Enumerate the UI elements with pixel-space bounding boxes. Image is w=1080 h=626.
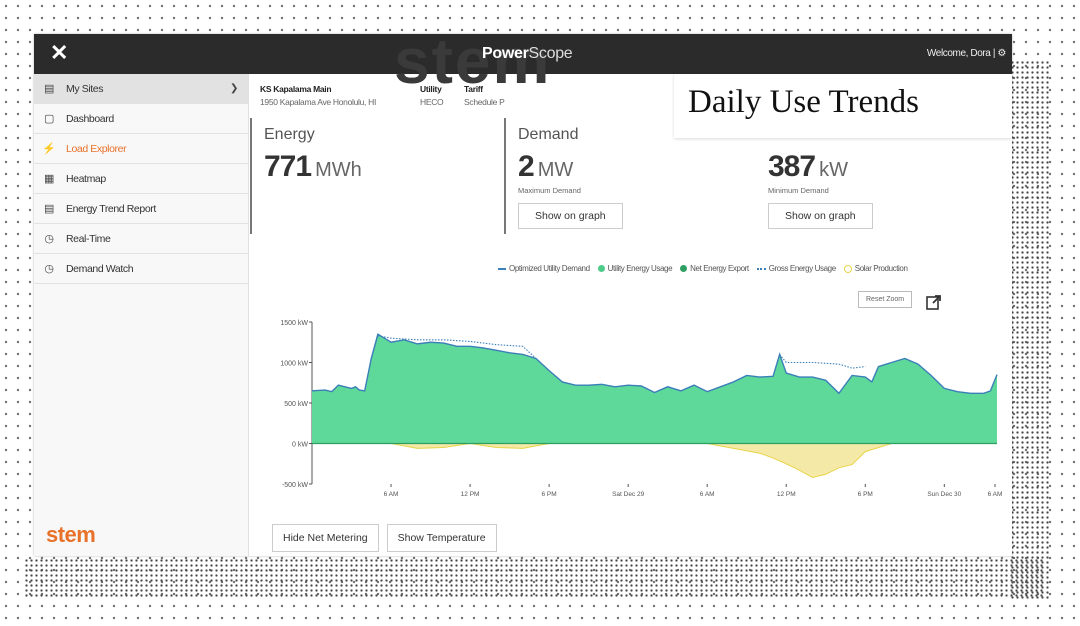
y-tick-label: -500 kW: [282, 482, 308, 489]
brand-watermark: stem: [394, 34, 552, 97]
utility-usage-area: [312, 334, 997, 444]
min-demand-value: 387 kW: [768, 150, 848, 183]
divider: [250, 118, 252, 234]
chevron-down-icon[interactable]: ❯: [230, 83, 238, 94]
sidebar-item-heatmap[interactable]: ▦ Heatmap: [34, 164, 248, 194]
show-min-demand-button[interactable]: Show on graph: [768, 203, 873, 229]
y-tick-label: 1500 kW: [280, 320, 308, 327]
sidebar-item-label: Energy Trend Report: [66, 202, 156, 215]
dot-swatch-icon: [680, 265, 688, 272]
welcome-user[interactable]: Welcome, Dora | ⚙: [926, 48, 1006, 59]
solar-production-area: [707, 443, 892, 479]
energy-label: Energy: [264, 126, 315, 143]
dotted-frame-bottom: [24, 558, 1044, 598]
gross-usage-line: [779, 354, 866, 369]
max-demand-caption: Maximum Demand: [518, 186, 581, 195]
y-tick-label: 500 kW: [284, 401, 308, 408]
heatmap-icon: ▦: [44, 173, 54, 185]
sidebar-item-label: Demand Watch: [66, 262, 134, 275]
legend-item[interactable]: Optimized Utility Demand: [498, 264, 590, 273]
dashboard-icon: ▢: [44, 113, 54, 125]
utility-column: Utility HECO: [420, 84, 444, 107]
site-name-column: KS Kapalama Main 1950 Kapalama Ave Honol…: [260, 84, 376, 107]
ring-swatch-icon: [843, 264, 852, 273]
demand-stat: Demand 2 MW Maximum Demand Show on graph: [506, 118, 756, 234]
solar-production-area: [390, 442, 550, 449]
x-tick-label: 6 PM: [542, 491, 557, 498]
report-icon: ▤: [44, 203, 54, 215]
main-content: KS Kapalama Main 1950 Kapalama Ave Honol…: [250, 74, 1012, 556]
sidebar-item-real-time[interactable]: ◷ Real-Time: [34, 224, 248, 254]
hide-net-metering-button[interactable]: Hide Net Metering: [272, 524, 379, 552]
show-temperature-button[interactable]: Show Temperature: [386, 524, 497, 552]
sidebar-item-demand-watch[interactable]: ◷ Demand Watch: [34, 254, 248, 284]
sidebar-item-label: Load Explorer: [66, 142, 127, 155]
legend-item[interactable]: Solar Production: [843, 264, 908, 273]
sidebar-item-dashboard[interactable]: ▢ Dashboard: [34, 104, 248, 134]
sidebar-item-energy-trend-report[interactable]: ▤ Energy Trend Report: [34, 194, 248, 224]
x-tick-label: 6 AM: [384, 491, 399, 498]
x-tick-label: 12 PM: [777, 491, 796, 498]
export-icon[interactable]: [926, 294, 942, 310]
y-tick-label: 0 kW: [292, 442, 308, 449]
show-max-demand-button[interactable]: Show on graph: [518, 203, 623, 229]
line-swatch-icon: [498, 267, 506, 270]
energy-stat: Energy 771 MWh: [252, 118, 502, 234]
site-name[interactable]: KS Kapalama Main: [260, 84, 332, 94]
tariff-value: Schedule P: [464, 97, 505, 107]
load-chart[interactable]: 1500 kW 1000 kW 500 kW 0 kW -500 kW 6 AM 12 PM…: [250, 310, 1012, 524]
stats-panel: Energy 771 MWh Demand 2 MW Maximum Demand …: [250, 118, 1012, 244]
x-tick-label: 6 PM: [858, 491, 873, 498]
x-tick-label: Sun Dec 30: [927, 491, 961, 498]
sidebar-item-label: Heatmap: [66, 172, 106, 185]
sidebar-item-label: Real-Time: [66, 232, 111, 245]
sidebar-item-label: My Sites: [66, 82, 104, 95]
sidebar: ▤ My Sites ❯ ▢ Dashboard ⚡ Load Explorer…: [34, 74, 249, 556]
max-demand-value: 2 MW: [518, 150, 574, 183]
tariff-header: Tariff: [464, 84, 483, 94]
stem-logo: stem: [46, 522, 96, 547]
gear-icon[interactable]: ⚙: [997, 48, 1006, 59]
dotted-swatch-icon: [756, 267, 766, 270]
min-demand-caption: Minimum Demand: [768, 186, 829, 195]
y-tick-label: 1000 kW: [280, 361, 308, 368]
x-tick-label: Sat Dec 29: [612, 491, 645, 498]
dot-swatch-icon: [597, 265, 605, 272]
overlay-title: Daily Use Trends: [674, 74, 1012, 138]
sites-icon: ▤: [44, 83, 54, 95]
demand-label: Demand: [518, 126, 579, 143]
legend-item[interactable]: Net Energy Export: [680, 264, 749, 273]
energy-value: 771 MWh: [264, 150, 362, 183]
site-address: 1950 Kapalama Ave Honolulu, HI: [260, 97, 377, 107]
utility-header: Utility: [420, 84, 442, 94]
sidebar-item-label: Dashboard: [66, 112, 114, 125]
x-tick-label: 12 PM: [461, 491, 480, 498]
tariff-column: Tariff Schedule P: [464, 84, 505, 107]
close-icon[interactable]: ✕: [50, 40, 69, 65]
gross-usage-line: [370, 335, 537, 359]
sidebar-item-load-explorer[interactable]: ⚡ Load Explorer: [34, 134, 248, 164]
app-window: ✕ stem PowerScope Welcome, Dora | ⚙ ▤ My…: [34, 34, 1012, 556]
x-tick-label: 6 AM: [988, 491, 1003, 498]
optimized-demand-line: [311, 333, 998, 395]
app-title: PowerScope: [482, 45, 573, 62]
reset-zoom-button[interactable]: Reset Zoom: [858, 291, 913, 308]
dotted-frame-right: [1010, 60, 1050, 600]
sidebar-item-my-sites[interactable]: ▤ My Sites ❯: [34, 74, 248, 104]
divider: [504, 118, 506, 234]
top-bar: ✕ stem PowerScope Welcome, Dora | ⚙: [34, 34, 1012, 97]
x-tick-label: 6 AM: [700, 491, 715, 498]
utility-value: HECO: [420, 97, 444, 107]
clock-icon: ◷: [44, 263, 54, 275]
legend-item[interactable]: Utility Energy Usage: [597, 264, 673, 273]
load-explorer-icon: ⚡: [42, 143, 56, 155]
chart-controls: Hide Net Metering Show Temperature: [272, 524, 505, 552]
legend-item[interactable]: Gross Energy Usage: [756, 264, 836, 273]
chart-legend: Optimized Utility Demand Utility Energy …: [498, 264, 916, 273]
clock-icon: ◷: [44, 233, 54, 245]
